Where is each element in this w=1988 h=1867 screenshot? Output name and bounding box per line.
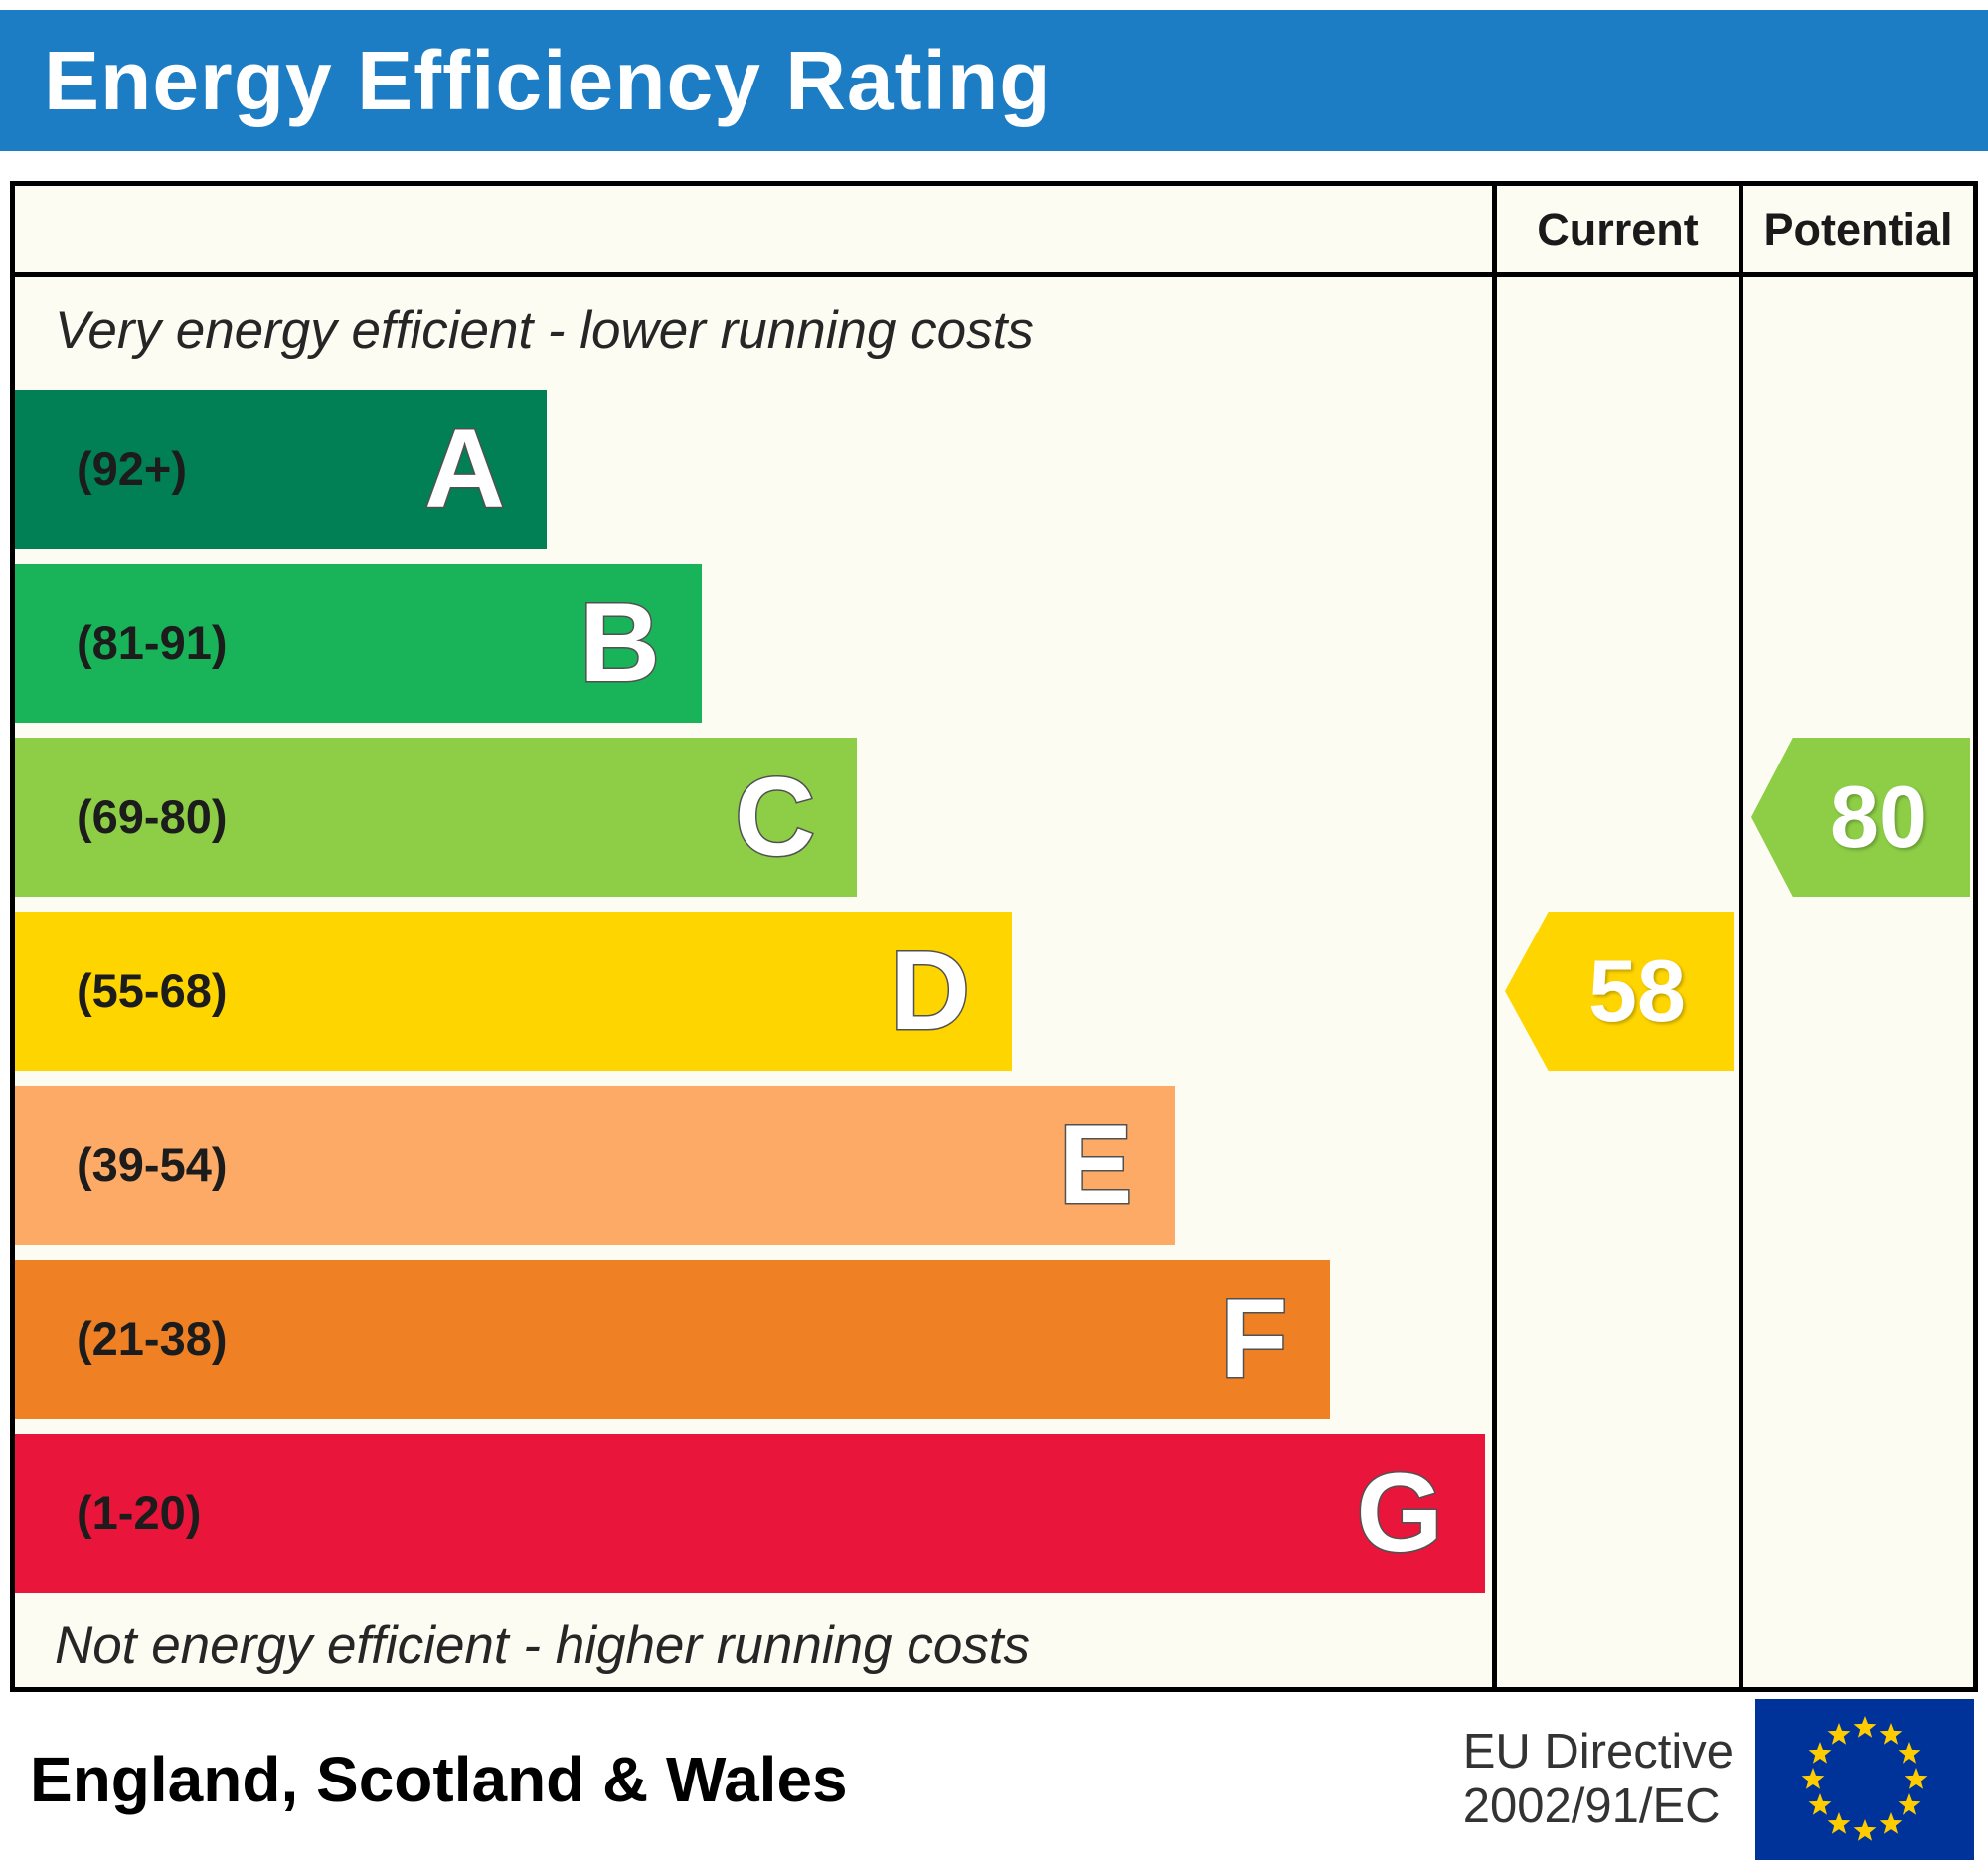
epc-chart: Current Potential Very energy efficient … [10, 181, 1978, 1692]
band-row: (1-20) G [15, 1433, 1492, 1593]
band-bar: (92+) A [15, 389, 547, 549]
current-rating-arrow: 58 [1505, 912, 1734, 1071]
directive-line-2: 2002/91/EC [1462, 1780, 1721, 1833]
band-area: Very energy efficient - lower running co… [15, 277, 1492, 1687]
band-row: (92+) A [15, 389, 1492, 549]
band-row: (39-54) E [15, 1085, 1492, 1245]
band-letter: G [1355, 1449, 1444, 1575]
band-range-label: (69-80) [77, 790, 228, 844]
current-rating-value: 58 [1588, 941, 1686, 1040]
title-bar: Energy Efficiency Rating [0, 10, 1988, 151]
band-letter: C [734, 754, 817, 879]
eu-flag-icon [1755, 1699, 1974, 1860]
bottom-note: Not energy efficient - higher running co… [55, 1615, 1031, 1675]
band-letter: E [1057, 1102, 1134, 1227]
page-title: Energy Efficiency Rating [44, 33, 1052, 127]
band-bar: (69-80) C [15, 737, 858, 897]
current-column-header: Current [1492, 186, 1739, 277]
potential-rating-arrow: 80 [1751, 738, 1970, 897]
footer: England, Scotland & Wales EU Directive 2… [0, 1692, 1988, 1867]
current-rating-column: 58 [1492, 277, 1739, 1687]
band-range-label: (81-91) [77, 616, 228, 670]
band-range-label: (21-38) [77, 1312, 228, 1366]
band-bar: (81-91) B [15, 563, 702, 723]
potential-rating-value: 80 [1830, 767, 1927, 866]
band-bar: (39-54) E [15, 1085, 1175, 1245]
band-range-label: (55-68) [77, 964, 228, 1018]
band-range-label: (1-20) [77, 1486, 202, 1540]
band-letter: A [423, 406, 507, 531]
band-letter: B [579, 580, 662, 705]
band-row: (69-80) C [15, 737, 1492, 897]
band-range-label: (92+) [77, 442, 188, 496]
top-note: Very energy efficient - lower running co… [55, 301, 1034, 360]
band-letter: D [889, 928, 972, 1053]
band-bar: (55-68) D [15, 911, 1013, 1071]
directive-line-1: EU Directive [1462, 1725, 1734, 1780]
band-range-label: (39-54) [77, 1138, 228, 1192]
chart-header-spacer [15, 186, 1492, 277]
band-bar: (1-20) G [15, 1433, 1485, 1593]
eu-directive-text: EU Directive 2002/91/EC [1463, 1725, 1734, 1834]
band-row: (21-38) F [15, 1259, 1492, 1419]
band-bar: (21-38) F [15, 1259, 1330, 1419]
potential-rating-column: 80 [1739, 277, 1973, 1687]
potential-column-header: Potential [1739, 186, 1973, 277]
band-row: (55-68) D [15, 911, 1492, 1071]
region-label: England, Scotland & Wales [30, 1744, 848, 1815]
band-row: (81-91) B [15, 563, 1492, 723]
band-letter: F [1219, 1275, 1289, 1401]
